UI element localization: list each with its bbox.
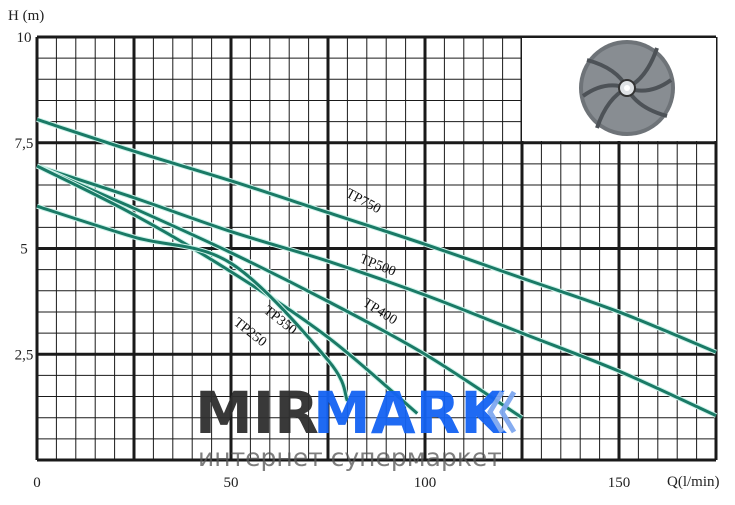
impeller-photo (522, 38, 716, 141)
curve-label-tp750: TP750 (343, 186, 383, 217)
x-tick-label: 50 (224, 475, 239, 491)
y-tick-label: 7,5 (15, 136, 34, 152)
chevrons-icon (487, 390, 517, 434)
tick-labels: 0 50 100 150 10 7,5 5 2,5 (15, 30, 631, 491)
curve-tp750 (36, 118, 717, 354)
watermark-brand-dark: MIR (195, 379, 319, 447)
x-tick-label: 150 (608, 475, 631, 491)
curve-tp500 (36, 164, 717, 417)
y-tick-label: 5 (20, 242, 28, 258)
watermark-tagline: интернет супермаркет (198, 443, 502, 472)
curve-tp350 (36, 164, 419, 415)
x-tick-label: 100 (414, 475, 437, 491)
y-tick-label: 10 (17, 30, 32, 46)
mirmark-watermark: MIR MARK интернет супермаркет (195, 379, 517, 472)
y-axis-label: H (m) (8, 8, 44, 24)
curve-tp250 (36, 204, 349, 402)
watermark-brand-blue: MARK (313, 379, 507, 447)
x-tick-label: 0 (33, 475, 41, 491)
x-axis-label: Q(l/min) (667, 474, 720, 490)
y-tick-label: 2,5 (15, 347, 34, 363)
grid (35, 35, 718, 462)
curve-tp400 (36, 164, 523, 419)
curves (35, 117, 718, 420)
